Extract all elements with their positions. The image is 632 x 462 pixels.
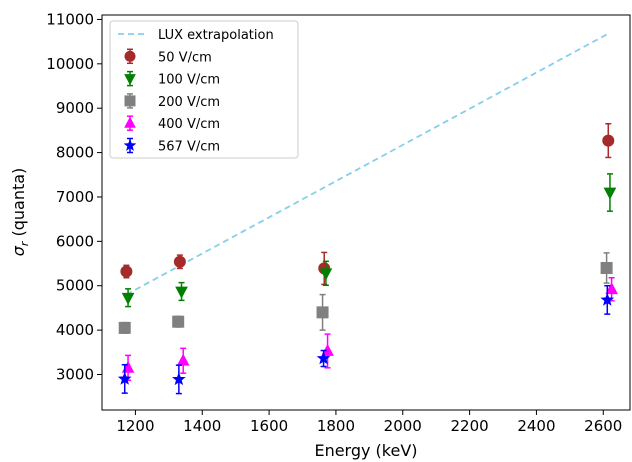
- legend: LUX extrapolation 50 V/cm 100 V/cm 200 V/cm…: [109, 20, 299, 159]
- x-tick-label: 2400: [517, 417, 555, 435]
- data-point: [172, 364, 186, 395]
- data-marker: [603, 187, 617, 200]
- data-marker: [319, 268, 333, 281]
- y-tick-label: 3000: [56, 365, 94, 383]
- legend-label: 400 V/cm: [158, 117, 220, 132]
- data-marker: [120, 265, 133, 278]
- legend-label: 100 V/cm: [158, 73, 220, 88]
- data-marker: [118, 321, 131, 334]
- legend-marker: [124, 95, 136, 107]
- x-tick-label: 2200: [451, 417, 489, 435]
- data-point: [316, 349, 331, 368]
- x-axis-label: Energy (keV): [314, 441, 417, 460]
- legend-label: 567 V/cm: [158, 140, 220, 155]
- data-marker: [316, 306, 329, 319]
- y-tick-label: 7000: [56, 188, 94, 206]
- legend-box: [109, 20, 299, 159]
- legend-marker: [124, 116, 136, 128]
- data-marker: [117, 371, 132, 385]
- data-point: [602, 122, 615, 159]
- data-point: [120, 264, 133, 279]
- y-tick-label: 8000: [56, 144, 94, 162]
- data-marker: [600, 292, 615, 306]
- plot-frame: [101, 14, 631, 411]
- legend-entry: 100 V/cm: [124, 70, 220, 88]
- legend-entry: LUX extrapolation: [118, 28, 274, 43]
- data-marker: [172, 315, 185, 328]
- legend-entry: 50 V/cm: [124, 48, 212, 65]
- data-marker: [175, 286, 188, 299]
- data-point: [117, 363, 132, 394]
- legend-entry: 200 V/cm: [124, 93, 220, 110]
- data-point: [173, 254, 186, 270]
- data-marker: [316, 351, 331, 365]
- legend-marker: [124, 74, 136, 86]
- legend-marker: [124, 50, 136, 62]
- y-tick-label: 11000: [46, 10, 94, 28]
- legend-label: LUX extrapolation: [158, 28, 274, 43]
- legend-label: 50 V/cm: [158, 50, 212, 65]
- y-tick-label: 4000: [56, 321, 94, 339]
- x-tick-label: 1200: [116, 417, 154, 435]
- y-tick-label: 10000: [46, 55, 94, 73]
- x-tick-label: 1400: [183, 417, 221, 435]
- data-point: [319, 260, 333, 287]
- data-marker: [121, 292, 135, 305]
- data-point: [316, 293, 329, 331]
- y-tick-label: 5000: [56, 277, 94, 295]
- data-point: [605, 276, 618, 302]
- data-marker: [602, 134, 615, 147]
- legend-entry: 400 V/cm: [124, 115, 220, 132]
- data-point: [600, 252, 613, 284]
- x-tick-label: 2600: [584, 417, 622, 435]
- x-tick-label: 1600: [250, 417, 288, 435]
- y-axis-label: σr (quanta): [9, 168, 31, 257]
- x-tick-label: 2000: [384, 417, 422, 435]
- lux-extrapolation-line: [125, 32, 609, 296]
- data-marker: [173, 255, 186, 268]
- data-marker: [605, 282, 618, 295]
- data-marker: [172, 372, 186, 386]
- y-tick-label: 9000: [56, 99, 94, 117]
- data-point: [603, 173, 617, 212]
- data-point: [175, 281, 188, 302]
- data-point: [118, 321, 131, 334]
- data-point: [600, 284, 615, 315]
- data-marker: [600, 261, 613, 274]
- x-tick-label: 1800: [317, 417, 355, 435]
- data-point: [176, 347, 190, 374]
- legend-entry: 567 V/cm: [123, 137, 220, 155]
- legend-marker: [123, 138, 137, 151]
- legend-label: 200 V/cm: [158, 95, 220, 110]
- data-point: [172, 315, 185, 328]
- data-marker: [176, 353, 190, 366]
- y-tick-label: 6000: [56, 232, 94, 250]
- data-point: [121, 288, 135, 308]
